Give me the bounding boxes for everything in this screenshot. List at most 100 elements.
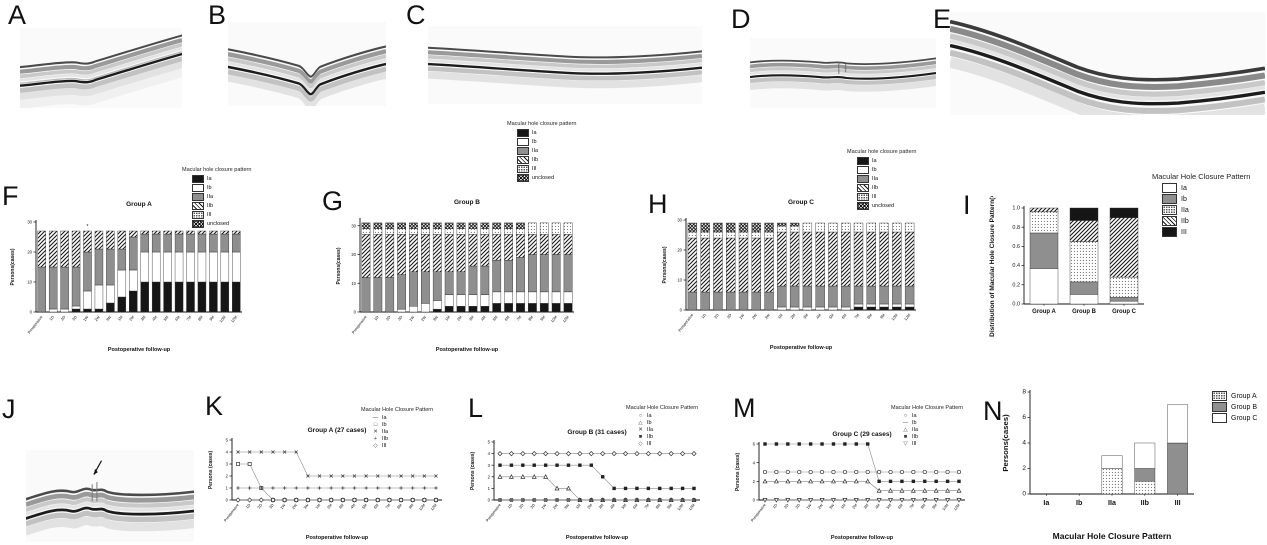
legend-label: IIa — [647, 427, 654, 433]
circle-open-marker-icon: ○ — [903, 413, 908, 419]
square-filled-marker-icon: ■ — [638, 434, 643, 440]
svg-text:10M: 10M — [942, 503, 950, 511]
legend-item: Group B — [1212, 402, 1257, 412]
svg-text:2: 2 — [488, 474, 491, 479]
legend-item: ○ Ia — [636, 413, 698, 419]
svg-text:1W: 1W — [541, 503, 548, 510]
svg-text:1D: 1D — [772, 503, 778, 509]
legend-item: Ia — [192, 175, 251, 183]
legend-label: IIb — [207, 203, 214, 209]
legend-label: IIb — [647, 434, 654, 440]
svg-text:Postoperative follow-up: Postoperative follow-up — [566, 535, 629, 541]
legend-item: Ia — [517, 129, 576, 137]
oct-scan-e — [950, 12, 1265, 115]
legend-item: ▽ III — [901, 441, 963, 447]
svg-text:4: 4 — [1022, 440, 1026, 447]
svg-text:7M: 7M — [909, 503, 915, 510]
legend-item: ◇ III — [636, 441, 698, 447]
svg-text:10M: 10M — [219, 315, 227, 323]
svg-text:Persons (cases): Persons (cases) — [735, 452, 741, 491]
svg-text:10M: 10M — [891, 313, 899, 321]
legend-label: Ib — [207, 185, 212, 191]
svg-text:4: 4 — [753, 460, 756, 465]
svg-text:2W: 2W — [817, 503, 824, 510]
dots-swatch-icon — [1212, 391, 1227, 401]
svg-text:8M: 8M — [920, 503, 926, 510]
svg-text:3M: 3M — [863, 503, 869, 510]
diamond-open-marker-icon: ◇ — [373, 443, 378, 449]
legend-closure-pattern-h: Macular hole closure pattern Ia Ib IIa IIb II… — [847, 149, 916, 211]
white-swatch-icon — [1212, 413, 1227, 423]
panel-letter-e: E — [933, 4, 952, 34]
svg-text:1M: 1M — [315, 503, 321, 510]
svg-text:2W: 2W — [291, 503, 298, 510]
svg-text:Distribution of Macular Hole C: Distribution of Macular Hole Closure Pat… — [989, 196, 996, 337]
svg-text:0: 0 — [354, 310, 357, 315]
legend-label: IIa — [872, 176, 879, 182]
svg-text:3D: 3D — [397, 315, 403, 321]
hatch-swatch-icon — [517, 156, 529, 164]
legend-item: ■ IIb — [636, 434, 698, 440]
black-swatch-icon — [857, 157, 869, 165]
legend-label: unclosed — [207, 221, 230, 227]
svg-text:Preoperative: Preoperative — [351, 315, 367, 334]
svg-text:30: 30 — [27, 220, 32, 225]
white-swatch-icon — [192, 184, 204, 192]
panel-letter-g: G — [322, 186, 344, 216]
legend-item: unclosed — [192, 220, 251, 228]
triangle-open-marker-icon: △ — [903, 427, 908, 433]
diamond-open-marker-icon: ◇ — [638, 441, 643, 447]
legend-label: unclosed — [532, 175, 555, 181]
svg-text:4M: 4M — [152, 315, 158, 322]
svg-text:0: 0 — [226, 498, 229, 503]
panel-letter-b: B — [208, 0, 227, 30]
svg-text:Ib: Ib — [1076, 499, 1083, 507]
gray-swatch-icon — [517, 147, 529, 155]
legend-item: ◇ III — [371, 443, 433, 449]
white-swatch-icon — [857, 166, 869, 174]
svg-text:4M: 4M — [816, 313, 822, 320]
oct-scan-b — [228, 22, 386, 106]
legend-label: III — [872, 194, 877, 200]
svg-text:1W: 1W — [409, 315, 416, 322]
svg-text:2W: 2W — [94, 315, 101, 322]
legend-item: unclosed — [517, 174, 576, 182]
legend-item: IIa — [192, 193, 251, 201]
svg-text:2M: 2M — [852, 503, 858, 510]
svg-text:12M: 12M — [430, 503, 438, 511]
legend-label: Ia — [1181, 184, 1187, 192]
legend-label: Group A — [1231, 392, 1257, 400]
svg-text:12M: 12M — [562, 315, 570, 323]
svg-text:III: III — [1175, 499, 1181, 507]
legend-label: Ib — [912, 420, 917, 426]
legend-label: III — [532, 166, 537, 172]
svg-text:Group A: Group A — [1032, 309, 1056, 315]
legend-label: IIb — [382, 436, 389, 442]
legend-label: IIa — [1181, 206, 1189, 214]
legend-item: IIa — [517, 147, 576, 155]
hatch-swatch-icon — [192, 202, 204, 210]
svg-text:2D: 2D — [385, 315, 391, 321]
svg-text:6M: 6M — [174, 315, 180, 322]
svg-text:0.4: 0.4 — [1012, 263, 1020, 269]
svg-text:3: 3 — [488, 463, 491, 468]
svg-text:2W: 2W — [751, 313, 758, 320]
svg-text:8: 8 — [1022, 389, 1026, 396]
svg-text:0: 0 — [753, 498, 756, 503]
legend-item: IIb — [517, 156, 576, 164]
legend-closure-pattern-i: Macular Hole Closure Pattern Ia Ib IIa IIb II… — [1152, 172, 1250, 238]
legend-label: IIb — [872, 185, 879, 191]
legend-label: III — [912, 441, 917, 447]
svg-text:Group B (31 cases): Group B (31 cases) — [567, 429, 626, 436]
svg-text:12M: 12M — [688, 503, 696, 511]
legend-label: Ib — [532, 139, 537, 145]
dash-marker-icon: — — [902, 420, 909, 426]
svg-text:5: 5 — [226, 438, 229, 443]
svg-text:IIb: IIb — [1141, 499, 1150, 507]
svg-text:Group B: Group B — [454, 199, 480, 206]
panel-letter-d: D — [731, 4, 751, 34]
svg-text:3M: 3M — [598, 503, 604, 510]
legend-label: Ia — [912, 413, 917, 419]
svg-text:1: 1 — [488, 486, 491, 491]
